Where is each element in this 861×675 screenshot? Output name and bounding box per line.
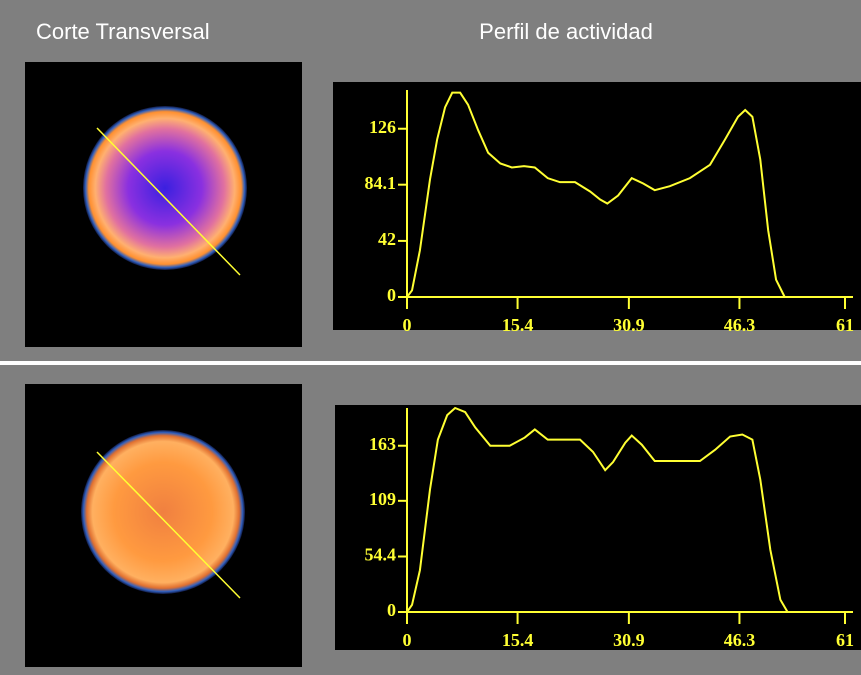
y-tick-label: 163 <box>369 434 396 454</box>
right-heading: Perfil de actividad <box>479 19 653 44</box>
x-tick-label: 46.3 <box>724 630 756 650</box>
plot-frame <box>335 405 861 650</box>
left-heading: Corte Transversal <box>36 19 210 44</box>
y-tick-label: 109 <box>369 489 396 509</box>
separator <box>0 361 861 365</box>
x-tick-label: 0 <box>403 630 412 650</box>
x-tick-label: 15.4 <box>502 315 534 335</box>
y-tick-label: 54.4 <box>365 545 397 565</box>
scan-slice <box>83 106 247 270</box>
y-tick-label: 84.1 <box>365 173 397 193</box>
x-tick-label: 30.9 <box>613 315 645 335</box>
x-tick-label: 15.4 <box>502 630 534 650</box>
y-tick-label: 126 <box>369 117 396 137</box>
y-tick-label: 0 <box>387 285 396 305</box>
x-tick-label: 61 <box>836 630 854 650</box>
scan-slice <box>81 430 245 594</box>
screen: Corte Transversal Perfil de actividad 0 4… <box>0 0 861 675</box>
x-tick-label: 61 <box>836 315 854 335</box>
y-tick-label: 0 <box>387 600 396 620</box>
y-tick-label: 42 <box>378 229 396 249</box>
x-tick-label: 46.3 <box>724 315 756 335</box>
x-tick-label: 0 <box>403 315 412 335</box>
x-tick-label: 30.9 <box>613 630 645 650</box>
